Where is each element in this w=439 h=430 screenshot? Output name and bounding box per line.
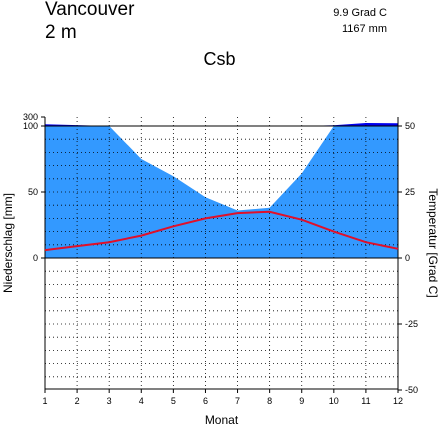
annual-precipitation-total: 1167 mm	[341, 23, 387, 35]
koppen-climate-class: Csb	[203, 49, 236, 69]
left-tick-label: 300	[23, 112, 38, 122]
x-tick-label: 2	[75, 396, 80, 406]
station-elevation: 2 m	[45, 22, 77, 43]
x-tick-label: 4	[139, 396, 144, 406]
x-tick-label: 1	[42, 396, 47, 406]
right-tick-label: -50	[405, 385, 418, 395]
x-tick-label: 12	[393, 396, 403, 406]
humid-area	[45, 126, 398, 251]
x-tick-label: 11	[361, 396, 370, 406]
x-axis-label: Monat	[205, 413, 239, 427]
precipitation-area	[45, 123, 398, 258]
x-tick-label: 10	[329, 396, 339, 406]
data-lines	[44, 210, 399, 252]
right-tick-label: -25	[405, 319, 418, 329]
right-axis-label: Temperatur [Grad C]	[426, 188, 439, 297]
right-tick-label: 25	[405, 187, 415, 197]
x-tick-label: 6	[203, 396, 208, 406]
chart-axes	[41, 116, 402, 393]
x-tick-label: 8	[267, 396, 272, 406]
annual-mean-temperature: 9.9 Grad C	[333, 7, 387, 19]
left-tick-label: 0	[33, 253, 38, 263]
temperature-line	[44, 210, 399, 252]
x-tick-label: 7	[235, 396, 240, 406]
right-tick-label: 50	[405, 121, 415, 131]
left-axis-label: Niederschlag [mm]	[1, 193, 15, 293]
x-tick-label: 3	[107, 396, 112, 406]
left-tick-label: 50	[28, 187, 38, 197]
x-tick-label: 5	[171, 396, 176, 406]
x-tick-label: 9	[299, 396, 304, 406]
right-tick-label: 0	[405, 253, 410, 263]
station-name: Vancouver	[45, 0, 135, 20]
left-tick-label: 100	[23, 121, 38, 131]
grid-lines	[45, 117, 398, 389]
